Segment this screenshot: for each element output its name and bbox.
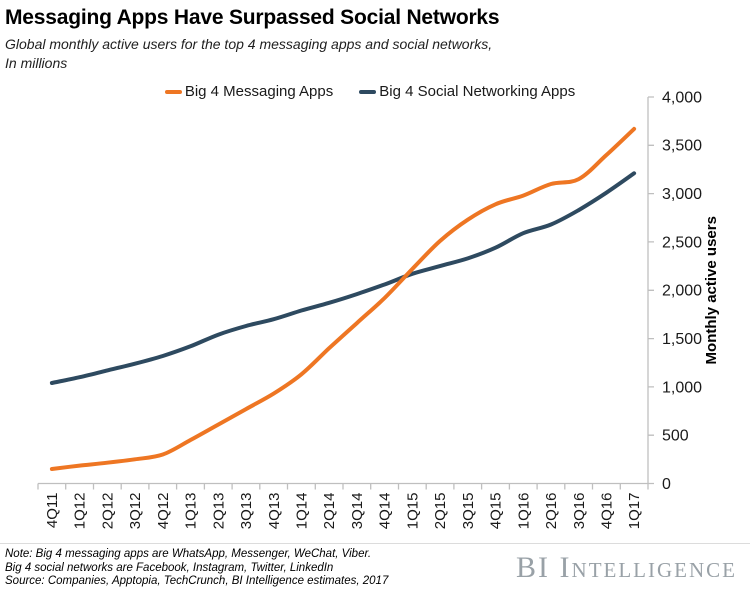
x-tick-label: 4Q15 xyxy=(488,493,505,530)
chart-header: Messaging Apps Have Surpassed Social Net… xyxy=(5,6,645,73)
legend-item-messaging: Big 4 Messaging Apps xyxy=(164,83,334,100)
chart-subtitle: Global monthly active users for the top … xyxy=(5,35,645,73)
social-line-swatch-icon xyxy=(359,89,377,94)
footer-source-line: Source: Companies, Apptopia, TechCrunch,… xyxy=(5,575,389,588)
chart-subtitle-line-2: In millions xyxy=(5,55,68,71)
y-tick-label: 3,500 xyxy=(662,138,702,155)
y-tick-label: 1,000 xyxy=(662,379,702,396)
x-tick-label: 3Q14 xyxy=(349,493,366,530)
y-tick-label: 0 xyxy=(662,476,671,493)
x-tick-label: 3Q16 xyxy=(571,493,588,530)
series-line-1 xyxy=(49,171,637,385)
footer-divider xyxy=(0,543,750,544)
messaging-line-swatch-icon xyxy=(164,89,182,94)
x-tick-label: 2Q16 xyxy=(543,493,560,530)
x-tick-label: 4Q16 xyxy=(599,493,616,530)
x-tick-label: 3Q12 xyxy=(127,493,144,530)
x-tick-label: 2Q15 xyxy=(432,493,449,530)
y-tick-label: 500 xyxy=(662,428,689,445)
x-tick-label: 2Q12 xyxy=(99,493,116,530)
y-axis-title: Monthly active users xyxy=(703,216,720,364)
x-tick-label: 1Q17 xyxy=(626,493,643,530)
legend-label-messaging: Big 4 Messaging Apps xyxy=(184,83,334,100)
y-tick-label: 3,000 xyxy=(662,186,702,203)
y-tick-label: 2,000 xyxy=(662,283,702,300)
chart-subtitle-line-1: Global monthly active users for the top … xyxy=(5,36,493,52)
x-tick-label: 1Q16 xyxy=(515,493,532,530)
x-tick-label: 1Q14 xyxy=(294,493,311,530)
y-tick-label: 2,500 xyxy=(662,234,702,251)
axis-lines xyxy=(38,97,649,485)
chart-legend: Big 4 Messaging Apps Big 4 Social Networ… xyxy=(0,83,740,100)
footer-note-line-1: Note: Big 4 messaging apps are WhatsApp,… xyxy=(5,548,372,560)
y-tick-label: 4,000 xyxy=(662,89,702,106)
footer-notes: Note: Big 4 messaging apps are WhatsApp,… xyxy=(5,548,475,589)
footer-note-line-2: Big 4 social networks are Facebook, Inst… xyxy=(5,561,334,574)
x-tick-label: 2Q14 xyxy=(321,493,338,530)
series-line-0 xyxy=(49,126,637,471)
y-tick-label: 1,500 xyxy=(662,331,702,348)
axis-tick-marks xyxy=(37,96,654,490)
x-tick-label: 4Q14 xyxy=(377,493,394,530)
legend-item-social: Big 4 Social Networking Apps xyxy=(359,83,575,100)
x-tick-label: 3Q15 xyxy=(460,493,477,530)
x-tick-label: 4Q11 xyxy=(44,493,61,529)
x-tick-label: 1Q12 xyxy=(72,493,89,530)
x-tick-label: 1Q15 xyxy=(404,493,421,530)
chart-title: Messaging Apps Have Surpassed Social Net… xyxy=(5,6,500,29)
x-tick-label: 1Q13 xyxy=(183,493,200,530)
bi-intelligence-logo: BI Intelligence xyxy=(516,551,737,584)
x-tick-label: 2Q13 xyxy=(210,493,227,530)
x-tick-label: 4Q12 xyxy=(155,493,172,530)
x-tick-label: 4Q13 xyxy=(266,493,283,530)
x-tick-label: 3Q13 xyxy=(238,493,255,530)
legend-label-social: Big 4 Social Networking Apps xyxy=(379,83,576,100)
